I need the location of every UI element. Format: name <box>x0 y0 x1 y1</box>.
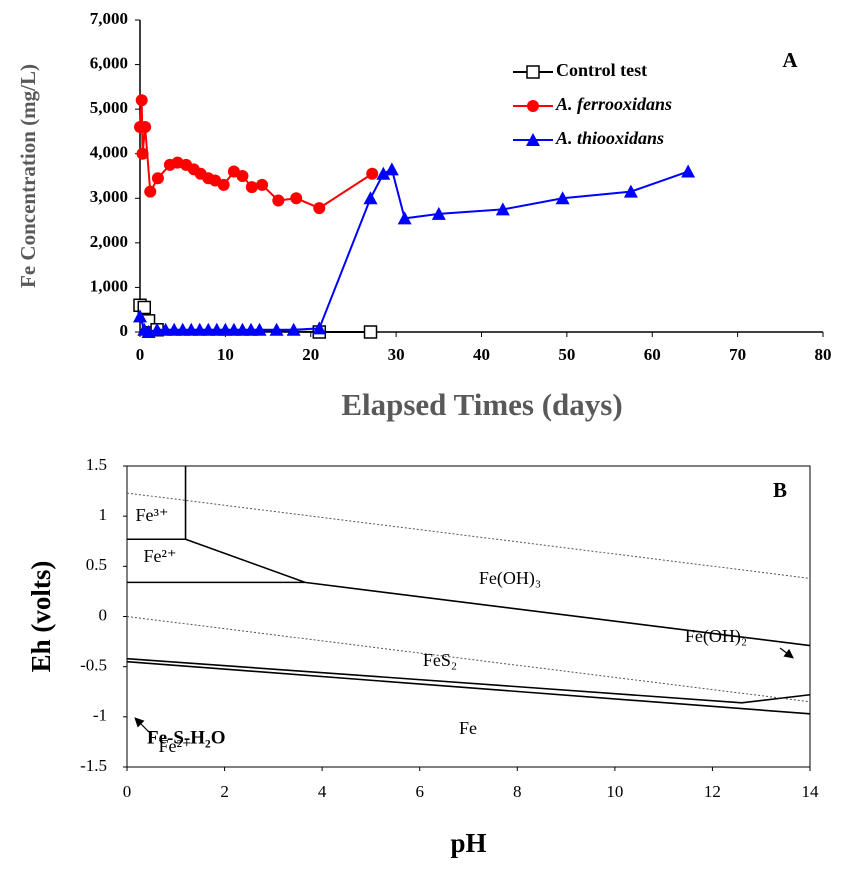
y-tick-label: 1.5 <box>86 455 107 474</box>
water-line <box>126 492 811 579</box>
marker-circle <box>527 100 539 112</box>
marker-triangle <box>555 191 570 205</box>
marker-circle <box>290 192 303 205</box>
y-tick-label: -1.5 <box>80 756 107 775</box>
x-tick-label: 70 <box>729 345 746 364</box>
legend-label: Control test <box>556 60 647 80</box>
x-axis-title: Elapsed Times (days) <box>341 387 622 422</box>
annotation-arrow <box>779 647 794 659</box>
region-label: Fe(OH)₂ <box>685 626 747 647</box>
x-tick-label: 14 <box>802 782 820 801</box>
x-tick-label: 80 <box>815 345 832 364</box>
x-tick-label: 0 <box>136 345 145 364</box>
series-line <box>139 167 689 334</box>
marker-triangle <box>133 309 147 323</box>
marker-square <box>526 65 540 79</box>
panel-label: A <box>782 48 798 72</box>
region-label: Fe²⁺ <box>159 736 192 756</box>
marker-triangle <box>681 164 696 178</box>
marker-circle <box>139 120 152 133</box>
marker-circle <box>245 181 258 194</box>
marker-triangle <box>269 322 284 336</box>
y-tick-label: 7,000 <box>90 9 128 28</box>
x-tick-label: 8 <box>513 782 522 801</box>
marker-triangle <box>384 162 399 176</box>
annotation-arrow <box>134 717 153 736</box>
marker-triangle <box>363 191 378 205</box>
boundary-line <box>126 660 811 715</box>
marker-circle <box>217 178 230 191</box>
x-tick-label: 40 <box>473 345 490 364</box>
y-tick-label: 6,000 <box>90 53 128 72</box>
x-tick-label: 12 <box>704 782 721 801</box>
marker-circle <box>256 178 269 191</box>
x-tick-label: 4 <box>318 782 327 801</box>
x-tick-label: 30 <box>388 345 405 364</box>
y-tick-label: 5,000 <box>90 98 128 117</box>
region-label: Fe³⁺ <box>136 505 169 525</box>
marker-circle <box>136 147 149 160</box>
marker-square <box>137 300 152 315</box>
y-axis-title: Eh (volts) <box>26 561 56 673</box>
water-line <box>126 616 811 703</box>
marker-circle <box>313 202 326 215</box>
y-tick-label: -0.5 <box>80 656 107 675</box>
y-tick-label: 0 <box>99 605 108 624</box>
marker-triangle <box>312 321 327 335</box>
y-tick-label: 4,000 <box>90 143 128 162</box>
y-tick-label: 1,000 <box>90 276 128 295</box>
y-axis-title: Fe Concentration (mg/L) <box>16 64 40 288</box>
x-tick-label: 50 <box>558 345 575 364</box>
x-tick-label: 2 <box>220 782 229 801</box>
x-axis-title: pH <box>450 828 486 858</box>
marker-triangle <box>376 166 391 180</box>
marker-circle <box>144 185 157 198</box>
region-label: Fe <box>459 718 477 738</box>
marker-triangle <box>252 322 267 336</box>
legend-label: A. ferrooxidans <box>555 94 672 114</box>
marker-triangle <box>286 322 301 336</box>
system-label: Fe-S-H₂O <box>147 727 226 748</box>
marker-circle <box>151 172 164 185</box>
marker-triangle <box>495 202 510 216</box>
marker-triangle <box>623 184 638 198</box>
panel-label: B <box>773 478 787 502</box>
x-tick-label: 10 <box>606 782 623 801</box>
y-tick-label: 2,000 <box>90 232 128 251</box>
marker-circle <box>366 167 379 180</box>
marker-triangle <box>397 211 412 225</box>
y-tick-label: 0.5 <box>86 555 107 574</box>
region-label: Fe²⁺ <box>144 546 177 566</box>
y-tick-label: 0 <box>120 321 129 340</box>
x-tick-label: 0 <box>123 782 132 801</box>
y-tick-label: 3,000 <box>90 187 128 206</box>
region-label: Fe(OH)₃ <box>479 568 541 589</box>
region-label: FeS₂ <box>423 650 457 670</box>
x-tick-label: 10 <box>217 345 234 364</box>
y-tick-label: 1 <box>99 505 108 524</box>
series-line <box>139 100 373 210</box>
marker-triangle <box>526 133 540 146</box>
x-tick-label: 20 <box>302 345 319 364</box>
marker-square <box>363 325 378 339</box>
x-tick-label: 60 <box>644 345 661 364</box>
y-tick-label: -1 <box>93 706 107 725</box>
x-tick-label: 6 <box>415 782 424 801</box>
boundary-line <box>126 657 811 704</box>
marker-triangle <box>431 206 446 220</box>
marker-circle <box>135 94 148 107</box>
marker-circle <box>272 194 285 207</box>
legend-label: A. thiooxidans <box>555 128 664 148</box>
marker-circle <box>236 170 249 182</box>
